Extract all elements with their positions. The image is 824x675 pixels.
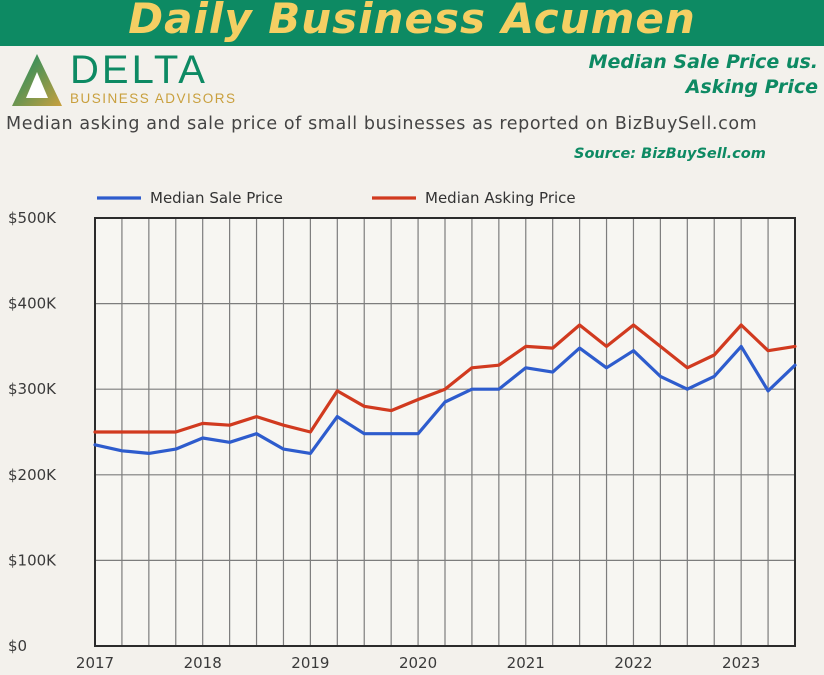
y-tick-label: $200K (8, 466, 57, 484)
logo-wordmark: DELTA (70, 48, 208, 92)
banner: Daily Business Acumen (0, 0, 824, 46)
series-line-median-asking-price (93, 323, 797, 434)
x-tick-label: 2018 (184, 654, 222, 672)
legend-label: Median Asking Price (425, 189, 576, 207)
logo-subtitle: BUSINESS ADVISORS (70, 91, 237, 106)
y-tick-label: $400K (8, 295, 57, 313)
banner-title: Daily Business Acumen (128, 0, 696, 43)
x-tick-label: 2023 (722, 654, 760, 672)
x-tick-label: 2022 (614, 654, 652, 672)
chart-subtitle: Median asking and sale price of small bu… (6, 114, 758, 134)
x-tick-label: 2017 (76, 654, 114, 672)
x-tick-label: 2019 (291, 654, 329, 672)
legend-label: Median Sale Price (150, 189, 283, 207)
source-note: Source: BizBuySell.com (574, 146, 766, 162)
headline-line-1: Median Sale Price us. (588, 51, 818, 73)
x-tick-label: 2021 (507, 654, 545, 672)
series-lines (93, 323, 797, 455)
headline: Median Sale Price us. Asking Price (589, 50, 818, 100)
series-line-median-sale-price (93, 344, 797, 455)
y-tick-label: $300K (8, 380, 57, 398)
delta-logo: DELTA BUSINESS ADVISORS (8, 48, 235, 108)
y-tick-label: $0 (8, 637, 27, 655)
x-tick-label: 2020 (399, 654, 437, 672)
y-tick-label: $100K (8, 551, 57, 569)
delta-triangle-icon (12, 54, 62, 106)
legend: Median Sale Price Median Asking Price (97, 189, 576, 207)
headline-line-2: Asking Price (685, 76, 818, 98)
y-tick-label: $500K (8, 209, 57, 227)
